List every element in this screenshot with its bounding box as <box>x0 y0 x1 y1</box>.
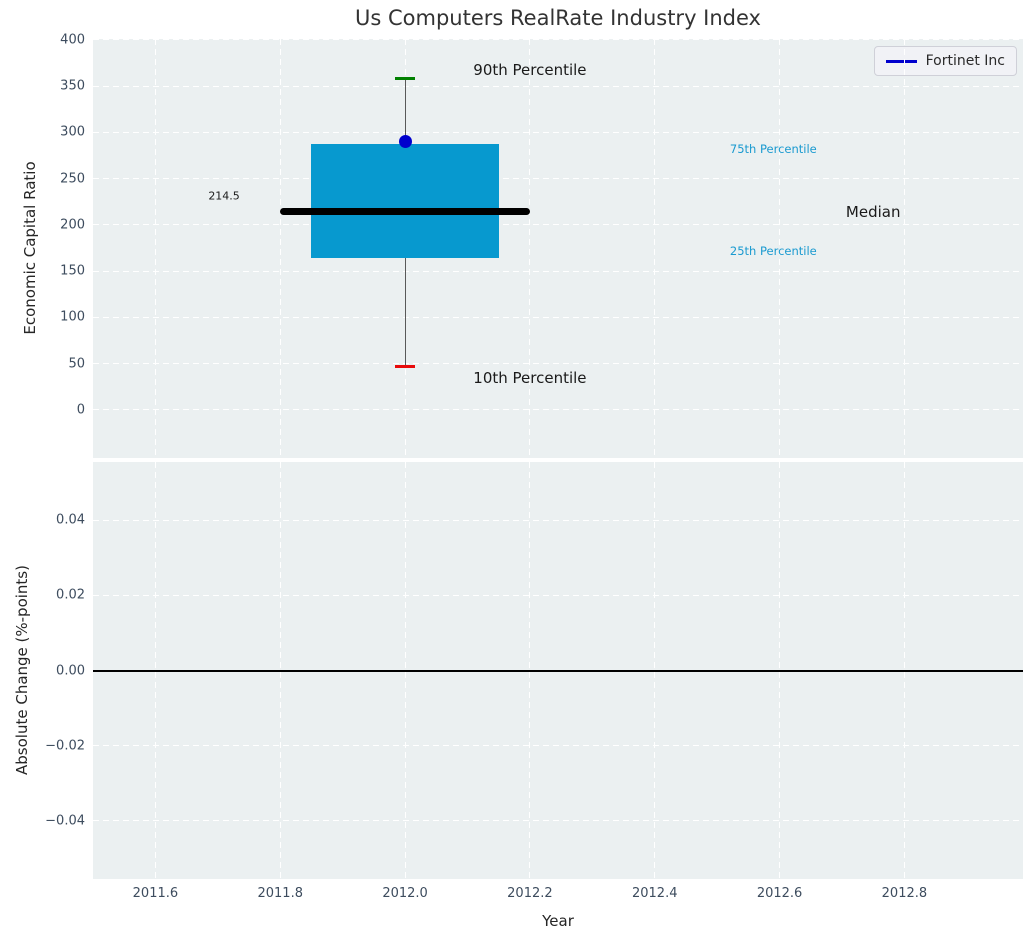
x-tick-label: 2012.2 <box>507 886 553 901</box>
gridline-vertical <box>529 39 531 458</box>
y-tick-label: 350 <box>60 78 85 94</box>
gridline-vertical <box>654 39 656 458</box>
y-tick-label: 0.04 <box>56 512 85 528</box>
legend-label: Fortinet Inc <box>925 53 1005 69</box>
y-tick-label: 0 <box>76 402 85 418</box>
x-axis-label: Year <box>542 912 574 930</box>
gridline-horizontal <box>93 224 1023 226</box>
y-tick-label: 200 <box>60 217 85 233</box>
whisker-cap-10th <box>395 364 416 368</box>
x-tick-label: 2012.0 <box>382 886 428 901</box>
chart-title: Us Computers RealRate Industry Index <box>355 6 761 30</box>
gridline-vertical <box>154 39 156 458</box>
gridline-horizontal <box>93 131 1023 133</box>
annotation-median: Median <box>845 202 901 221</box>
gridline-vertical <box>279 39 281 458</box>
y-tick-label: 400 <box>60 32 85 48</box>
annotation-10th-percentile: 10th Percentile <box>473 368 587 387</box>
y-tick-label: 300 <box>60 124 85 140</box>
gridline-horizontal <box>93 178 1023 180</box>
gridline-horizontal <box>93 85 1023 87</box>
gridline-horizontal <box>93 745 1023 747</box>
annotation-75th-percentile: 75th Percentile <box>729 142 817 157</box>
gridline-vertical <box>903 39 905 458</box>
y-tick-label: 250 <box>60 171 85 187</box>
legend-line-icon <box>885 59 917 63</box>
top-axes-economic-capital-ratio <box>93 39 1023 458</box>
whisker-cap-90th <box>395 77 416 81</box>
median-line <box>280 208 530 215</box>
percentile-box <box>311 143 499 259</box>
gridline-horizontal <box>93 363 1023 365</box>
y-tick-label: 100 <box>60 309 85 325</box>
x-tick-label: 2012.8 <box>881 886 928 901</box>
top-y-axis-label: Economic Capital Ratio <box>21 161 39 335</box>
gridline-horizontal <box>93 594 1023 596</box>
x-tick-label: 2012.4 <box>631 886 678 901</box>
legend: Fortinet Inc <box>873 46 1017 76</box>
gridline-horizontal <box>93 820 1023 822</box>
annotation-90th-percentile: 90th Percentile <box>473 61 587 80</box>
gridline-horizontal <box>93 316 1023 318</box>
annotation-25th-percentile: 25th Percentile <box>729 243 817 258</box>
x-tick-label: 2011.8 <box>257 886 303 901</box>
annotation-214-5: 214.5 <box>208 189 240 203</box>
gridline-horizontal <box>93 270 1023 272</box>
y-tick-label: 0.02 <box>56 587 85 603</box>
company-data-point <box>398 135 412 149</box>
gridline-horizontal <box>93 519 1023 521</box>
y-tick-label: 50 <box>68 356 85 372</box>
x-tick-label: 2011.6 <box>132 886 179 901</box>
gridline-horizontal <box>93 39 1023 41</box>
y-tick-label: 0.00 <box>56 663 85 678</box>
y-tick-label: −0.04 <box>45 813 85 829</box>
y-tick-label: 150 <box>60 263 85 279</box>
x-tick-label: 2012.6 <box>756 886 803 901</box>
zero-reference-line <box>93 669 1023 672</box>
y-tick-label: −0.02 <box>45 738 85 754</box>
gridline-horizontal <box>93 409 1023 411</box>
gridline-vertical <box>779 39 781 458</box>
